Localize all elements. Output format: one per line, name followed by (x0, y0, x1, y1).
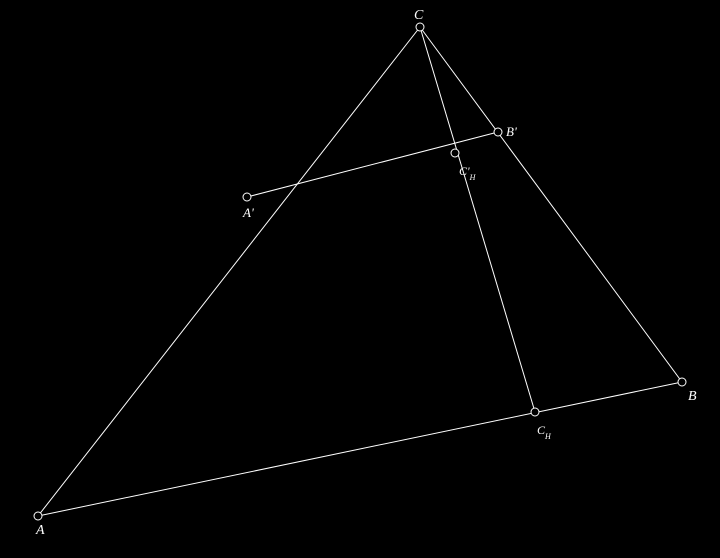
node-C (416, 23, 424, 31)
node-CH (531, 408, 539, 416)
node-B (678, 378, 686, 386)
node-CHprime (451, 149, 459, 157)
edge-C-CH (420, 27, 535, 412)
label-B: B (688, 389, 697, 404)
label-A: A (35, 523, 45, 538)
edge-C-A (38, 27, 420, 516)
node-A (34, 512, 42, 520)
edge-A-B (38, 382, 682, 516)
label-Bprime: B' (506, 124, 517, 139)
node-Aprime (243, 193, 251, 201)
label-C: C (414, 8, 424, 23)
edge-B-C (420, 27, 682, 382)
node-Bprime (494, 128, 502, 136)
label-Aprime: A' (242, 205, 254, 220)
label-CHprime: C'H (459, 164, 477, 182)
label-CH: CH (537, 423, 552, 441)
geometry-diagram: A B C A' B' C'H CH (0, 0, 720, 558)
